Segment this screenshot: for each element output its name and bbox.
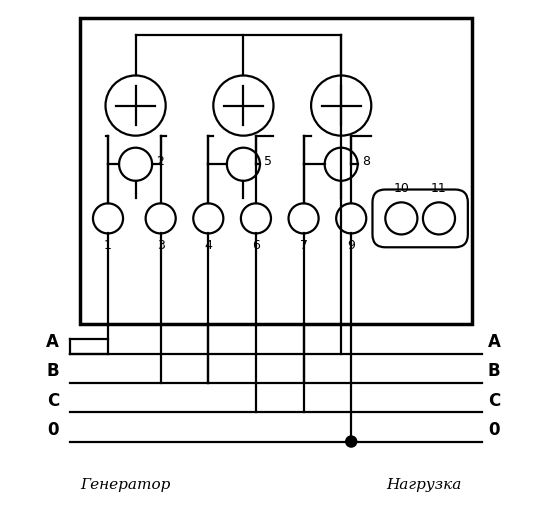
Text: 0: 0 (489, 421, 500, 439)
Text: 3: 3 (157, 239, 164, 252)
Text: 10: 10 (394, 182, 409, 195)
Text: Генератор: Генератор (81, 478, 171, 492)
Text: 6: 6 (252, 239, 260, 252)
Text: C: C (488, 392, 500, 410)
Text: A: A (487, 333, 501, 351)
Text: 1: 1 (104, 239, 112, 252)
Text: 4: 4 (204, 239, 212, 252)
Text: 9: 9 (347, 239, 355, 252)
Text: 5: 5 (264, 155, 272, 168)
Text: 7: 7 (300, 239, 307, 252)
Text: Нагрузка: Нагрузка (386, 478, 461, 492)
Text: 8: 8 (362, 155, 370, 168)
Text: 11: 11 (431, 182, 447, 195)
Text: 0: 0 (47, 421, 59, 439)
Text: 2: 2 (156, 155, 164, 168)
Circle shape (346, 436, 357, 447)
Text: B: B (488, 363, 501, 380)
Text: C: C (47, 392, 59, 410)
Text: A: A (46, 333, 59, 351)
Text: B: B (46, 363, 59, 380)
Bar (81, 18, 471, 323)
